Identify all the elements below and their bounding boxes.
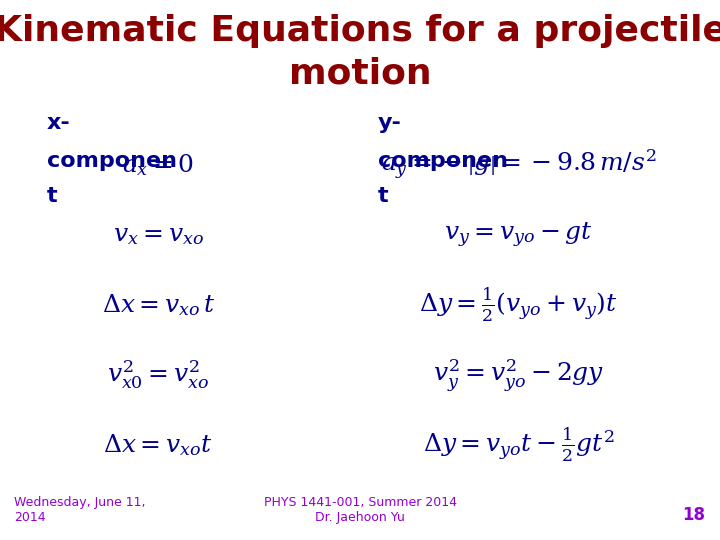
Text: componen: componen bbox=[378, 151, 508, 171]
Text: $v_{x0}^2 = v_{xo}^2$: $v_{x0}^2 = v_{xo}^2$ bbox=[107, 359, 210, 392]
Text: motion: motion bbox=[289, 57, 431, 91]
Text: $v_y^2 = v_{yo}^2 - 2gy$: $v_y^2 = v_{yo}^2 - 2gy$ bbox=[433, 357, 604, 394]
Text: $a_y = -\left|g\right| = -9.8\,m/s^2$: $a_y = -\left|g\right| = -9.8\,m/s^2$ bbox=[381, 147, 656, 182]
Text: t: t bbox=[47, 186, 58, 206]
Text: componen: componen bbox=[47, 151, 177, 171]
Text: Wednesday, June 11,
2014: Wednesday, June 11, 2014 bbox=[14, 496, 146, 524]
Text: $\Delta y = v_{yo}t - \frac{1}{2}gt^2$: $\Delta y = v_{yo}t - \frac{1}{2}gt^2$ bbox=[423, 427, 614, 464]
Text: Kinematic Equations for a projectile: Kinematic Equations for a projectile bbox=[0, 14, 720, 48]
Text: y-: y- bbox=[378, 113, 402, 133]
Text: $\Delta x = v_{xo}t$: $\Delta x = v_{xo}t$ bbox=[104, 433, 213, 458]
Text: t: t bbox=[378, 186, 389, 206]
Text: $v_y = v_{yo} - gt$: $v_y = v_{yo} - gt$ bbox=[444, 220, 593, 249]
Text: $v_x = v_{xo}$: $v_x = v_{xo}$ bbox=[113, 223, 204, 247]
Text: $\Delta y = \frac{1}{2}\left(v_{yo}+v_y\right)t$: $\Delta y = \frac{1}{2}\left(v_{yo}+v_y\… bbox=[419, 286, 618, 324]
Text: PHYS 1441-001, Summer 2014
Dr. Jaehoon Yu: PHYS 1441-001, Summer 2014 Dr. Jaehoon Y… bbox=[264, 496, 456, 524]
Text: $a_x = 0$: $a_x = 0$ bbox=[122, 152, 194, 178]
Text: 18: 18 bbox=[683, 506, 706, 524]
Text: x-: x- bbox=[47, 113, 71, 133]
Text: $\Delta x = v_{xo}\,t$: $\Delta x = v_{xo}\,t$ bbox=[102, 292, 215, 318]
